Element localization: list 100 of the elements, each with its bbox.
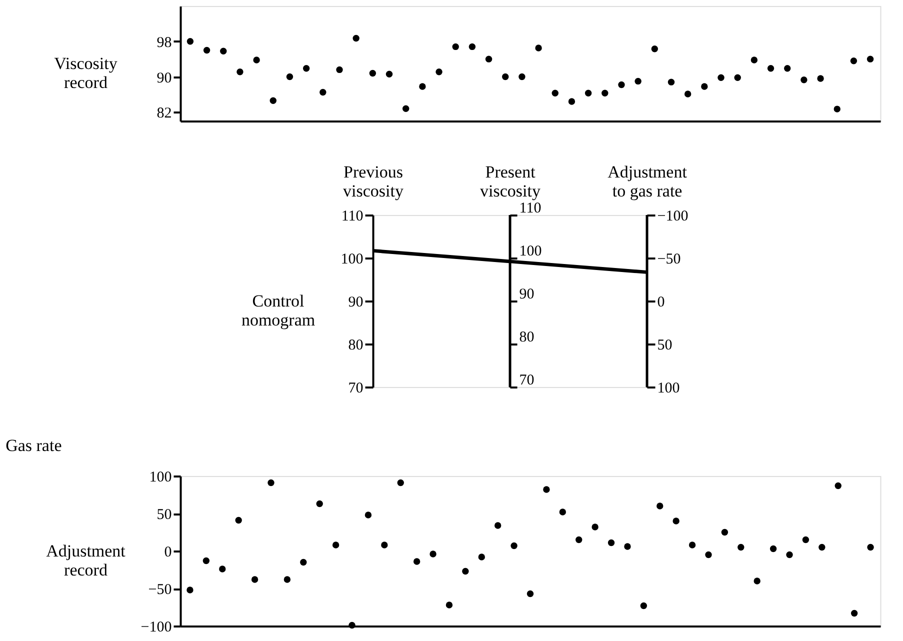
- y-axis-title: Adjustment record: [46, 542, 126, 580]
- y-tick-label: 100: [149, 470, 172, 486]
- point: [705, 551, 712, 558]
- y2-tick-label: −100: [657, 208, 688, 224]
- y-tick-label: 50: [156, 507, 172, 523]
- point: [203, 46, 210, 54]
- point: [251, 576, 258, 583]
- y2-tick-label: −50: [657, 252, 681, 268]
- y2-tick-label: 50: [657, 338, 672, 354]
- point: [202, 557, 210, 564]
- point: [850, 610, 858, 617]
- point: [672, 518, 680, 524]
- point: [784, 65, 791, 72]
- point: [767, 65, 774, 72]
- point: [284, 576, 291, 583]
- point: [526, 590, 534, 598]
- x-tick-label: Adjustment to gas rate: [608, 162, 688, 200]
- y3-tick-label: 70: [519, 372, 534, 388]
- point: [219, 566, 226, 572]
- point: [850, 58, 858, 64]
- point: [268, 479, 274, 486]
- point: [300, 558, 307, 566]
- y-tick-label: 90: [156, 70, 172, 86]
- point: [656, 502, 664, 510]
- point: [253, 56, 260, 64]
- point: [701, 83, 708, 90]
- point: [320, 88, 326, 96]
- point: [332, 542, 340, 548]
- point: [413, 558, 420, 565]
- point: [668, 78, 675, 86]
- point: [684, 90, 692, 98]
- point: [802, 536, 810, 544]
- point: [543, 486, 550, 493]
- point: [721, 528, 728, 536]
- point: [688, 542, 696, 548]
- point: [386, 70, 393, 78]
- y-tick-label: 80: [348, 338, 364, 354]
- x-tick-label: Present viscosity: [480, 162, 541, 200]
- point: [640, 602, 648, 610]
- point: [478, 554, 485, 560]
- point: [236, 68, 244, 76]
- point: [510, 542, 518, 550]
- point: [397, 479, 404, 486]
- point: [602, 90, 608, 96]
- point: [494, 522, 502, 529]
- text: Gas rate: [6, 436, 62, 455]
- y2-tick-label: 100: [657, 380, 680, 396]
- y-tick-label: 98: [156, 34, 172, 51]
- point: [734, 74, 741, 81]
- y-tick-label: 90: [348, 294, 364, 310]
- point: [446, 602, 453, 608]
- point: [270, 97, 276, 104]
- y-tick-label: 70: [348, 380, 364, 396]
- point: [316, 500, 323, 508]
- y3-tick-label: 100: [519, 244, 542, 260]
- y-tick-label: −50: [148, 582, 172, 598]
- point: [552, 90, 558, 96]
- point: [186, 38, 194, 45]
- y-tick-label: 82: [156, 106, 172, 122]
- point: [786, 551, 793, 558]
- y-tick-label: 100: [340, 252, 364, 268]
- point: [866, 56, 874, 62]
- x-tick-label: Previous viscosity: [343, 162, 404, 200]
- point: [302, 65, 310, 72]
- point: [286, 73, 294, 80]
- point: [770, 545, 777, 552]
- point: [651, 46, 658, 52]
- point: [364, 512, 372, 518]
- point: [818, 544, 826, 551]
- point: [186, 586, 194, 594]
- point: [867, 544, 874, 551]
- point: [618, 81, 625, 88]
- point: [817, 75, 824, 82]
- point: [608, 539, 615, 546]
- y3-tick-label: 90: [519, 286, 534, 302]
- point: [535, 44, 542, 52]
- y-axis-title: Control nomogram: [241, 292, 316, 330]
- point: [468, 43, 476, 50]
- point: [220, 48, 227, 54]
- y-axis-title: Viscosity record: [54, 54, 118, 92]
- point: [834, 106, 840, 112]
- point: [738, 544, 744, 551]
- y-tick-label: 110: [341, 208, 364, 224]
- point: [336, 66, 343, 74]
- point: [352, 34, 360, 42]
- point: [462, 568, 469, 575]
- y3-tick-label: 110: [519, 200, 542, 216]
- point: [419, 83, 426, 90]
- point: [518, 73, 526, 80]
- point: [502, 73, 509, 80]
- point: [381, 542, 388, 548]
- point: [485, 56, 492, 62]
- point: [559, 508, 566, 516]
- point: [402, 105, 410, 112]
- point: [624, 543, 631, 550]
- point: [634, 78, 642, 85]
- point: [592, 524, 598, 530]
- point: [436, 68, 442, 76]
- point: [834, 482, 842, 490]
- point: [800, 76, 808, 84]
